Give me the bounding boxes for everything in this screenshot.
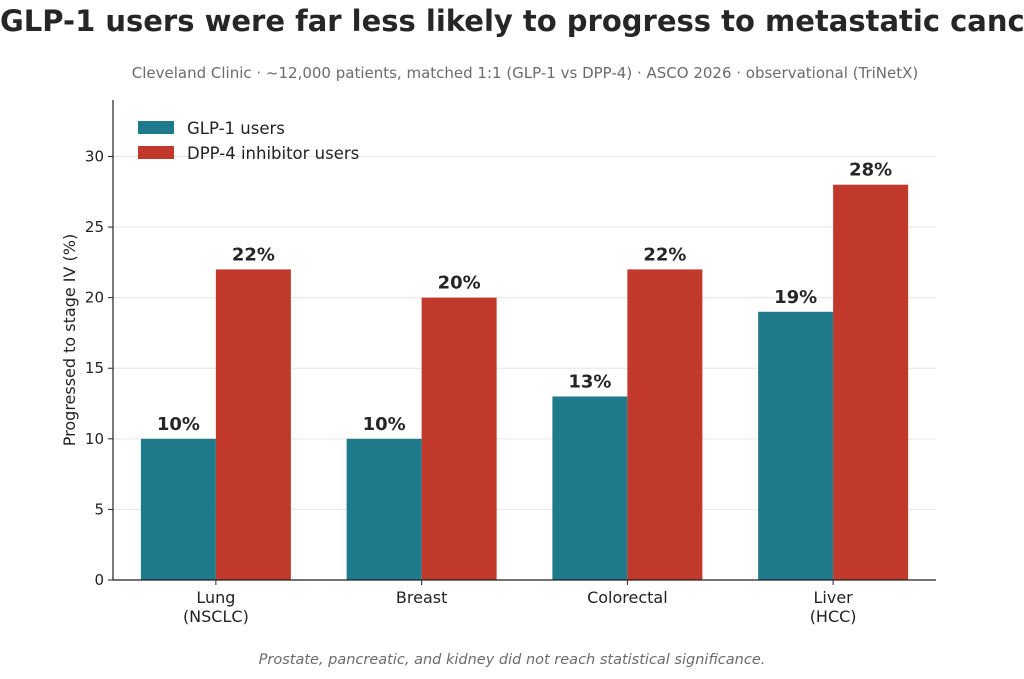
y-tick-label: 30 xyxy=(85,147,104,165)
bar-glp1 xyxy=(140,438,216,580)
y-tick-label: 20 xyxy=(85,289,104,307)
legend-swatch-glp1 xyxy=(138,121,174,134)
data-label: 22% xyxy=(232,244,275,265)
data-labels: 10% 22% 10% 20% 13% 22% 19% 28% xyxy=(157,160,892,435)
bar-dpp4 xyxy=(215,269,291,580)
y-tick-label: 0 xyxy=(94,571,104,589)
legend-swatch-dpp4 xyxy=(138,146,174,159)
legend-label-dpp4: DPP-4 inhibitor users xyxy=(187,144,359,163)
bar-dpp4 xyxy=(421,297,497,580)
y-tick-label: 10 xyxy=(85,430,104,448)
y-tick-label: 25 xyxy=(85,218,104,236)
x-tick-label: Liver xyxy=(814,588,854,607)
legend-label-glp1: GLP-1 users xyxy=(187,119,285,138)
data-label: 19% xyxy=(774,287,817,308)
x-tick-label: Breast xyxy=(396,588,447,607)
data-label: 10% xyxy=(363,414,406,435)
y-axis-title: Progressed to stage IV (%) xyxy=(60,234,79,446)
legend: GLP-1 users DPP-4 inhibitor users xyxy=(138,119,359,163)
y-tick-label: 15 xyxy=(85,359,104,377)
data-label: 20% xyxy=(438,273,481,294)
data-label: 13% xyxy=(568,371,611,392)
chart-subtitle: Cleveland Clinic · ~12,000 patients, mat… xyxy=(131,64,919,82)
bar-glp1 xyxy=(552,396,628,580)
chart-footnote: Prostate, pancreatic, and kidney did not… xyxy=(258,652,766,668)
x-tick-label: (NSCLC) xyxy=(183,607,249,626)
axes: 0 5 10 15 20 25 30 Lung(NSCLC) Breast Colorectal L… xyxy=(60,100,936,626)
y-tick-label: 5 xyxy=(94,500,104,518)
bar-glp1 xyxy=(758,311,834,580)
data-label: 28% xyxy=(849,160,892,181)
x-tick-label: Colorectal xyxy=(587,588,668,607)
x-tick-label: Lung xyxy=(196,588,235,607)
data-label: 22% xyxy=(643,244,686,265)
bar-dpp4 xyxy=(833,184,909,581)
bar-dpp4 xyxy=(627,269,703,580)
chart-title: GLP-1 users were far less likely to prog… xyxy=(0,4,1024,38)
data-label: 10% xyxy=(157,414,200,435)
bar-glp1 xyxy=(346,438,422,580)
bars xyxy=(140,184,909,581)
x-tick-label: (HCC) xyxy=(810,607,857,626)
